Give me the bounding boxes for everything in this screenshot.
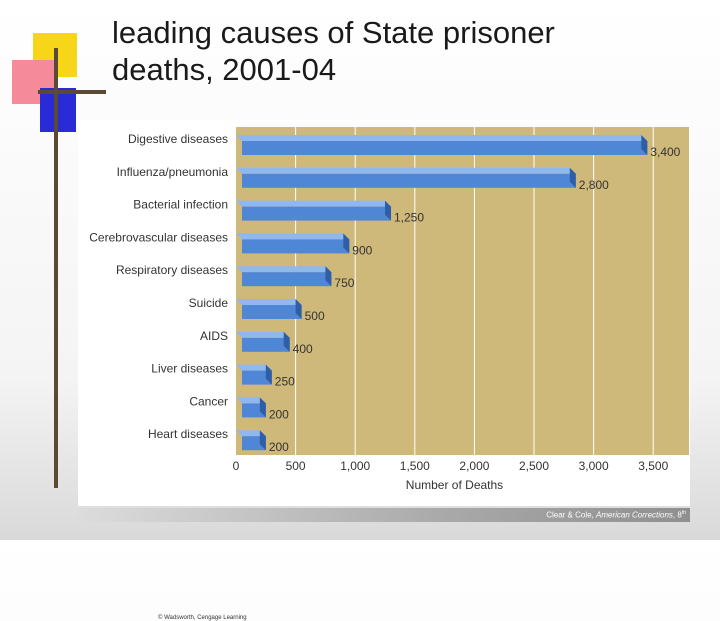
bar-top-face <box>236 167 576 174</box>
x-tick-label: 0 <box>233 459 240 473</box>
bar-chart: Digestive diseases 3,400 Influenza/pneumon… <box>89 127 689 492</box>
bar-top-face <box>236 331 290 338</box>
bar-end-face <box>641 135 648 155</box>
data-label: 900 <box>352 243 372 257</box>
chart-panel: Digestive diseases 3,400 Influenza/pneumon… <box>78 120 690 621</box>
bar-top-face <box>236 364 272 371</box>
category-label: Liver diseases <box>151 362 228 376</box>
x-tick-label: 1,500 <box>400 459 430 473</box>
category-label: Influenza/pneumonia <box>117 165 229 179</box>
bar <box>242 370 272 385</box>
slide-title-line-2: deaths, 2001-04 <box>112 52 337 87</box>
bar-top-face <box>236 200 392 207</box>
category-label: Bacterial infection <box>133 198 228 212</box>
footer-citation-prefix: Clear & Cole, <box>546 510 596 520</box>
bar <box>242 206 392 221</box>
category-label: Digestive diseases <box>128 132 228 146</box>
bar <box>242 305 302 319</box>
data-label: 2,800 <box>579 178 609 192</box>
data-label: 200 <box>269 407 289 421</box>
x-tick-label: 2,500 <box>519 459 549 473</box>
footer-band: Clear & Cole, American Corrections, 8th <box>78 508 690 522</box>
x-axis-label: Number of Deaths <box>406 478 503 492</box>
bar-end-face <box>259 397 266 418</box>
data-label: 500 <box>305 309 325 323</box>
slide-title: leading causes of State prisoner deaths,… <box>112 14 692 88</box>
accent-line-vertical <box>54 48 58 488</box>
bar-end-face <box>283 331 290 352</box>
bar-end-face <box>295 299 302 319</box>
slide-title-line-1: leading causes of State prisoner <box>112 15 555 50</box>
bar-end-face <box>569 167 576 188</box>
category-label: Cancer <box>189 394 228 408</box>
x-tick-label: 2,000 <box>459 459 489 473</box>
bar-top-face <box>236 397 266 404</box>
footer-citation-suffix: , 8 <box>672 510 682 520</box>
data-label: 750 <box>334 276 354 290</box>
bar-top-face <box>236 135 648 141</box>
bar-end-face <box>325 266 332 287</box>
category-label: Respiratory diseases <box>116 263 228 277</box>
x-tick-label: 3,000 <box>579 459 609 473</box>
x-tick-label: 500 <box>286 459 306 473</box>
bar <box>242 141 648 155</box>
accent-square-blue <box>40 88 76 132</box>
bar-top-face <box>236 299 302 305</box>
x-tick-label: 1,000 <box>340 459 370 473</box>
bar <box>242 272 332 287</box>
data-label: 400 <box>293 342 313 356</box>
bar-top-face <box>236 233 350 240</box>
data-label: 200 <box>269 440 289 454</box>
bar-top-face <box>236 266 332 273</box>
bar-top-face <box>236 430 266 437</box>
accent-line-horizontal <box>38 90 106 94</box>
category-label: Suicide <box>189 296 229 310</box>
data-label: 3,400 <box>650 145 680 159</box>
footer-citation: Clear & Cole, American Corrections, 8th <box>546 510 686 520</box>
category-label: Heart diseases <box>148 427 228 441</box>
footer-citation-book: American Corrections <box>596 510 673 520</box>
data-label: 250 <box>275 375 295 389</box>
bar-end-face <box>265 364 272 385</box>
footer-citation-sup: th <box>681 510 686 516</box>
bar <box>242 337 290 352</box>
bar-end-face <box>343 233 350 254</box>
x-tick-label: 3,500 <box>638 459 668 473</box>
bar-end-face <box>259 430 266 451</box>
data-label: 1,250 <box>394 211 424 225</box>
copyright-credit: © Wadsworth, Cengage Learning <box>158 615 247 621</box>
bar <box>242 239 350 254</box>
bar <box>242 173 576 188</box>
category-label: AIDS <box>200 329 228 343</box>
category-label: Cerebrovascular diseases <box>89 230 228 244</box>
bar-end-face <box>385 200 392 221</box>
